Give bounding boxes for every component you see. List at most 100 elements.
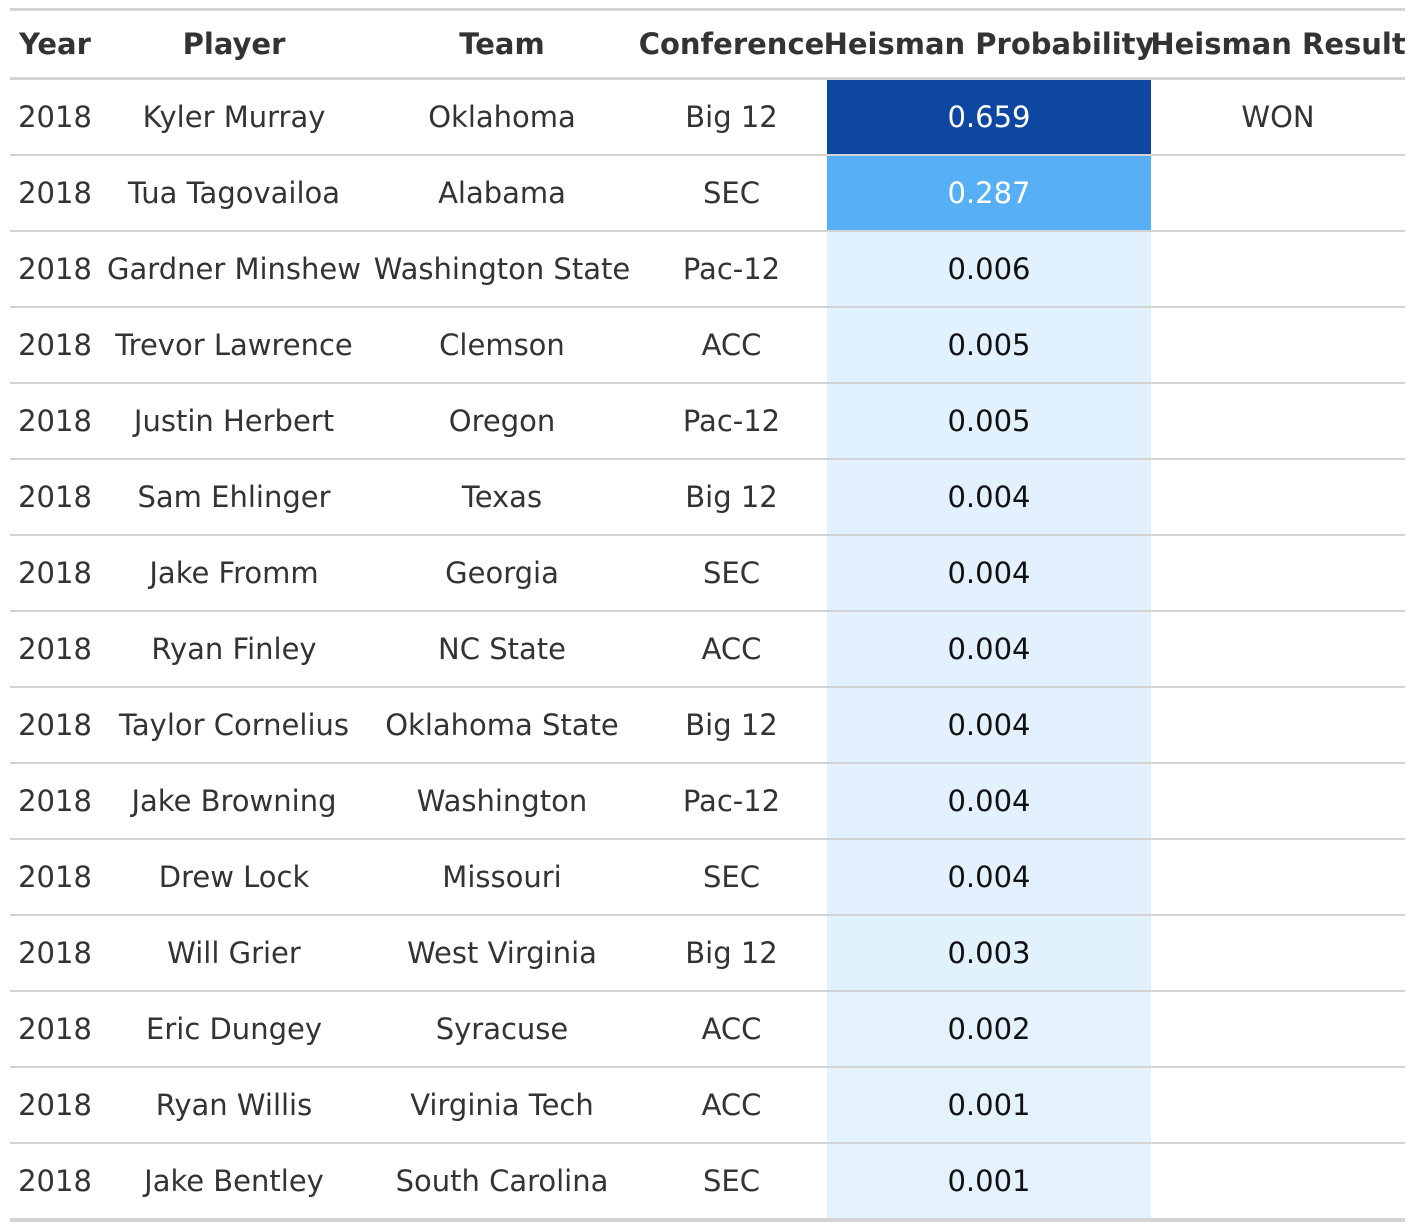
cell-year: 2018: [18, 252, 92, 286]
cell-team: Texas: [461, 480, 543, 514]
cell-player: Trevor Lawrence: [115, 328, 353, 362]
cell-team: Oregon: [448, 404, 556, 438]
cell-player: Jake Bentley: [144, 1164, 324, 1198]
cell-year: 2018: [18, 1012, 92, 1046]
top-rule: [10, 8, 1405, 11]
cell-heisman-result: [1151, 460, 1405, 534]
cell-conference: ACC: [701, 1088, 762, 1122]
cell-heisman-probability: 0.004: [827, 460, 1151, 534]
header-row: Year Player Team Conference Heisman Prob…: [10, 11, 1406, 80]
cell-team: Georgia: [445, 556, 559, 590]
cell-year: 2018: [18, 632, 92, 666]
cell-player: Justin Herbert: [133, 404, 335, 438]
cell-heisman-result: [1151, 612, 1405, 686]
cell-heisman-probability: 0.004: [827, 840, 1151, 914]
cell-team: Alabama: [438, 176, 566, 210]
header-heisman-probability: Heisman Probability: [823, 27, 1155, 61]
cell-year: 2018: [18, 708, 92, 742]
cell-conference: Pac-12: [682, 252, 781, 286]
cell-year: 2018: [18, 936, 92, 970]
table-row: 2018 Sam Ehlinger Texas Big 12 0.004: [10, 460, 1405, 536]
heisman-table: Year Player Team Conference Heisman Prob…: [10, 8, 1406, 1222]
cell-year: 2018: [18, 176, 92, 210]
table-row: 2018 Jake Bentley South Carolina SEC 0.001: [10, 1144, 1405, 1222]
cell-conference: SEC: [703, 556, 760, 590]
cell-heisman-result: [1151, 232, 1405, 306]
cell-team: Washington: [416, 784, 588, 818]
cell-player: Gardner Minshew: [107, 252, 361, 286]
table-row: 2018 Drew Lock Missouri SEC 0.004: [10, 840, 1405, 916]
cell-conference: Big 12: [685, 480, 778, 514]
cell-heisman-result: [1151, 688, 1405, 762]
cell-heisman-probability: 0.001: [827, 1144, 1151, 1218]
cell-year: 2018: [18, 860, 92, 894]
table-row: 2018 Gardner Minshew Washington State Pac-1…: [10, 232, 1405, 308]
cell-heisman-result: [1151, 156, 1405, 230]
header-player: Player: [182, 27, 286, 61]
cell-heisman-probability: 0.002: [827, 992, 1151, 1066]
cell-conference: Big 12: [685, 936, 778, 970]
cell-heisman-result: [1151, 764, 1405, 838]
cell-heisman-result: [1151, 1068, 1405, 1142]
cell-heisman-probability: 0.004: [827, 688, 1151, 762]
cell-conference: SEC: [703, 176, 760, 210]
table-row: 2018 Justin Herbert Oregon Pac-12 0.005: [10, 384, 1405, 460]
table-row: 2018 Will Grier West Virginia Big 12 0.003: [10, 916, 1405, 992]
cell-team: West Virginia: [407, 936, 597, 970]
cell-player: Tua Tagovailoa: [127, 176, 341, 210]
cell-player: Jake Fromm: [149, 556, 319, 590]
cell-year: 2018: [18, 556, 92, 590]
cell-team: Washington State: [373, 252, 631, 286]
cell-heisman-result: [1151, 1144, 1405, 1218]
cell-player: Eric Dungey: [146, 1012, 322, 1046]
cell-year: 2018: [18, 404, 92, 438]
header-year: Year: [19, 27, 91, 61]
table-row: 2018 Jake Fromm Georgia SEC 0.004: [10, 536, 1405, 612]
header-conference: Conference: [638, 27, 825, 61]
cell-team: NC State: [438, 632, 566, 666]
cell-heisman-probability: 0.005: [827, 308, 1151, 382]
cell-conference: SEC: [703, 860, 760, 894]
cell-heisman-probability: 0.287: [827, 156, 1151, 230]
cell-team: Missouri: [442, 860, 562, 894]
table-row: 2018 Tua Tagovailoa Alabama SEC 0.287: [10, 156, 1405, 232]
cell-heisman-result: [1151, 536, 1405, 610]
cell-team: Syracuse: [435, 1012, 569, 1046]
cell-conference: Big 12: [685, 708, 778, 742]
table-row: 2018 Eric Dungey Syracuse ACC 0.002: [10, 992, 1405, 1068]
cell-year: 2018: [18, 1088, 92, 1122]
cell-heisman-probability: 0.005: [827, 384, 1151, 458]
table-row: 2018 Taylor Cornelius Oklahoma State Big 12…: [10, 688, 1405, 764]
cell-conference: Pac-12: [682, 784, 781, 818]
cell-heisman-result: [1151, 384, 1405, 458]
cell-player: Sam Ehlinger: [137, 480, 331, 514]
cell-team: Clemson: [439, 328, 565, 362]
cell-heisman-probability: 0.659: [827, 80, 1151, 154]
cell-heisman-probability: 0.004: [827, 536, 1151, 610]
cell-heisman-result: [1151, 916, 1405, 990]
cell-conference: Pac-12: [682, 404, 781, 438]
cell-team: Oklahoma: [428, 100, 576, 134]
cell-player: Ryan Finley: [151, 632, 317, 666]
cell-heisman-result: [1151, 840, 1405, 914]
cell-conference: Big 12: [685, 100, 778, 134]
cell-year: 2018: [18, 100, 92, 134]
cell-year: 2018: [18, 328, 92, 362]
cell-conference: ACC: [701, 632, 762, 666]
table-row: 2018 Jake Browning Washington Pac-12 0.004: [10, 764, 1405, 840]
cell-conference: ACC: [701, 328, 762, 362]
header-heisman-result: Heisman Result: [1150, 27, 1406, 61]
cell-heisman-result: WON: [1241, 100, 1315, 134]
cell-year: 2018: [18, 784, 92, 818]
cell-team: South Carolina: [395, 1164, 609, 1198]
cell-heisman-result: [1151, 308, 1405, 382]
cell-year: 2018: [18, 480, 92, 514]
cell-conference: ACC: [701, 1012, 762, 1046]
table-row: 2018 Kyler Murray Oklahoma Big 12 0.659 WON: [10, 80, 1405, 156]
cell-heisman-probability: 0.003: [827, 916, 1151, 990]
cell-heisman-probability: 0.001: [827, 1068, 1151, 1142]
cell-heisman-probability: 0.004: [827, 764, 1151, 838]
cell-player: Will Grier: [167, 936, 301, 970]
cell-heisman-probability: 0.006: [827, 232, 1151, 306]
cell-team: Oklahoma State: [385, 708, 619, 742]
